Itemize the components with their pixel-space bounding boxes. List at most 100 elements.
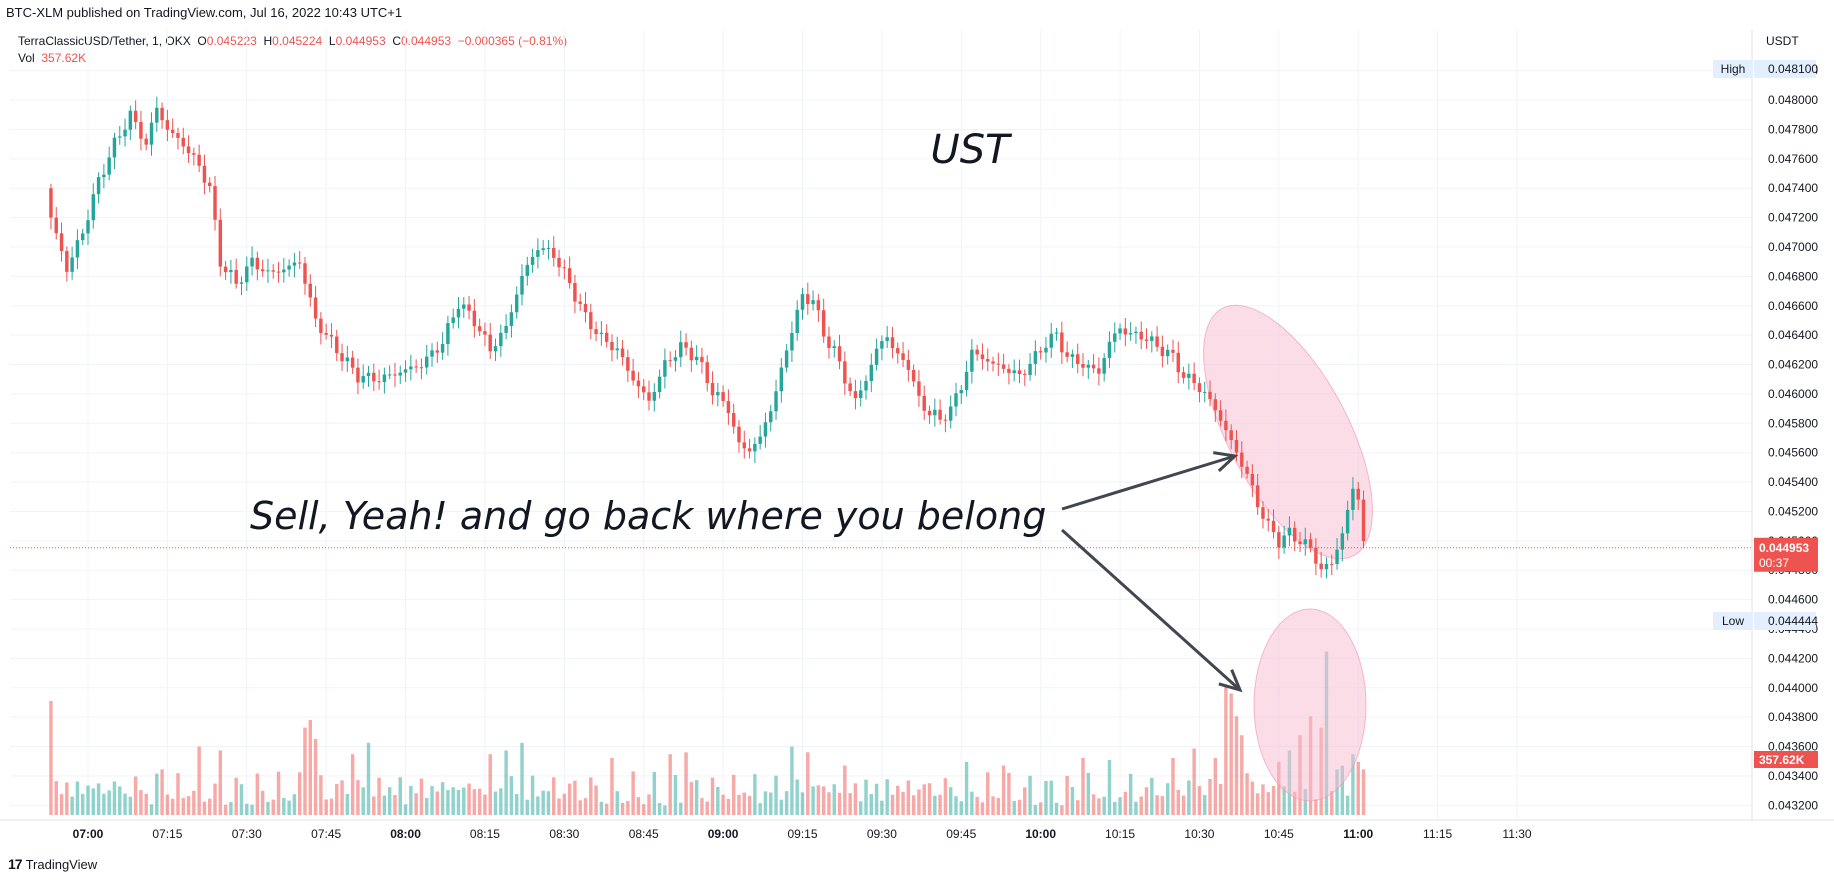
candle-body [848, 383, 852, 392]
candle-body [271, 270, 275, 272]
candle [1038, 346, 1043, 360]
candle-body [917, 381, 921, 396]
volume-bar [620, 802, 625, 815]
volume-bar [430, 786, 434, 815]
candle-body [821, 310, 826, 337]
candle-body [668, 360, 672, 362]
candle [536, 238, 540, 269]
candle-body [557, 257, 561, 268]
volume-bar [673, 775, 678, 815]
volume-bar [911, 795, 916, 815]
candle [657, 369, 662, 399]
chart-grid [10, 30, 1752, 820]
volume-bar [477, 788, 482, 815]
open-value: 0.045223 [206, 34, 257, 48]
volume-bar [467, 783, 471, 815]
candle [1070, 349, 1075, 368]
candle-body [731, 413, 736, 427]
volume-bar [520, 742, 524, 815]
bar-countdown: 00:37 [1759, 556, 1789, 570]
candle [313, 285, 318, 328]
candle-body [938, 409, 942, 420]
candle-body [1330, 563, 1334, 565]
candle [446, 315, 450, 356]
candle [610, 334, 614, 362]
volume-bar [504, 750, 508, 815]
volume-bar [721, 794, 725, 815]
candle [170, 118, 175, 138]
volume-bar [86, 785, 90, 815]
candle [80, 228, 85, 245]
candle-body [387, 374, 392, 376]
candle [948, 395, 953, 429]
candle-body [356, 367, 360, 383]
volume-bar [377, 777, 381, 815]
candle-body [1335, 549, 1339, 565]
volume-bar [266, 801, 270, 815]
vol-label[interactable]: Vol [18, 51, 35, 65]
volume-bar [102, 793, 106, 815]
time-axis[interactable]: 07:00 07:15 07:30 07:45 08:00 08:15 08:30 08:45… [0, 819, 1834, 841]
candle [620, 339, 625, 366]
candle-body [1097, 368, 1101, 374]
candle [525, 256, 530, 286]
volume-bar [594, 785, 598, 815]
candle [155, 96, 159, 132]
candle [1197, 377, 1202, 403]
candle [763, 412, 768, 448]
candle [552, 236, 556, 267]
tradingview-footer[interactable]: 17 TradingView [8, 856, 97, 872]
candle-body [1240, 452, 1244, 467]
volume-bar [329, 798, 334, 815]
volume-bar [1160, 796, 1165, 815]
candle [419, 358, 424, 380]
candle [409, 354, 413, 381]
candle [292, 252, 297, 278]
volume-bar [1277, 761, 1281, 815]
candle [938, 399, 942, 425]
candle-body [530, 256, 535, 265]
candle [250, 246, 254, 276]
candle-body [1192, 373, 1196, 384]
candle [1314, 538, 1318, 576]
candle [1298, 531, 1302, 553]
candle [350, 350, 355, 375]
candle-body [657, 376, 662, 393]
candle-body [282, 269, 286, 273]
candle-body [1282, 535, 1286, 548]
volume-bar [1240, 735, 1244, 815]
volume-bar [1065, 775, 1069, 815]
candle [499, 324, 503, 357]
price-axis[interactable]: 0.0482000.0480000.0478000.0476000.047400… [1751, 30, 1818, 820]
candle-body [610, 341, 614, 351]
volume-bar [589, 777, 593, 815]
candle-body [1176, 352, 1180, 373]
time-tick-label: 08:15 [470, 827, 500, 841]
volume-bar [1107, 759, 1112, 815]
candle-body [647, 392, 651, 401]
volume-bar [499, 788, 503, 815]
volume-bar [816, 785, 821, 815]
candle-body [1303, 539, 1308, 545]
currency-unit[interactable]: USDT [1766, 34, 1799, 48]
candle [933, 398, 937, 427]
symbol-name[interactable]: TerraClassicUSD/Tether, 1, OKX [18, 34, 191, 48]
volume-bar [1123, 791, 1128, 815]
volume-bar [642, 804, 646, 815]
candle [806, 282, 810, 315]
volume-bar [1213, 758, 1218, 815]
candle-body [118, 136, 122, 138]
volume-bar [731, 774, 736, 815]
volume-bar [1007, 772, 1011, 815]
volume-bar [292, 794, 297, 815]
candle-body [1070, 354, 1075, 357]
candle-body [234, 269, 238, 284]
candle [483, 322, 487, 347]
candle-body [1150, 336, 1154, 341]
candle [986, 348, 990, 372]
volume-bar [885, 779, 889, 815]
volume-bar [202, 801, 207, 815]
time-tick-label: 11:15 [1423, 827, 1452, 841]
